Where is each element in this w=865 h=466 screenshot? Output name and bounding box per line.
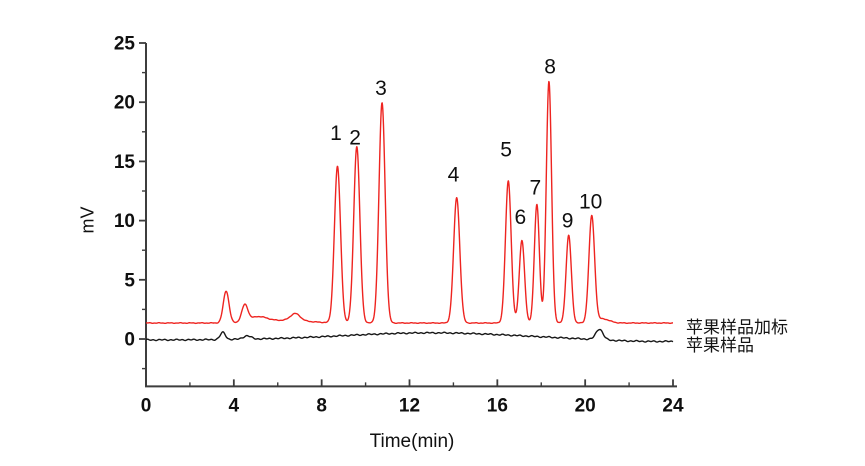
x-tick-label: 0: [141, 395, 152, 416]
y-tick-label: 20: [114, 93, 135, 114]
x-tick-label: 16: [487, 395, 508, 416]
sample-trace: [145, 328, 674, 343]
peak-label-9: 9: [562, 210, 574, 233]
legend-entry-sample: 苹果样品: [686, 336, 754, 355]
x-tick-label: 24: [662, 395, 684, 416]
y-tick-label: 25: [114, 34, 136, 55]
y-tick-label: 15: [114, 152, 136, 173]
x-tick-label: 12: [399, 395, 420, 416]
peak-label-1: 1: [330, 122, 342, 145]
trace-legend: 苹果样品加标 苹果样品: [686, 319, 788, 355]
peak-label-7: 7: [529, 176, 541, 199]
x-tick-label: 4: [229, 395, 240, 416]
legend-entry-spiked-sample: 苹果样品加标: [686, 318, 788, 337]
spiked-sample-trace: [145, 80, 674, 325]
y-axis-label: mV: [77, 206, 98, 234]
peak-label-3: 3: [375, 77, 387, 100]
x-tick-label: 8: [316, 395, 327, 416]
peak-label-4: 4: [448, 163, 460, 186]
peak-label-10: 10: [579, 191, 602, 214]
y-tick-label: 0: [124, 330, 135, 351]
x-axis-label: Time(min): [369, 431, 455, 452]
x-tick-label: 20: [575, 395, 596, 416]
peak-label-5: 5: [500, 139, 512, 162]
peak-label-6: 6: [515, 206, 527, 229]
y-tick-label: 5: [124, 270, 135, 291]
y-tick-label: 10: [114, 211, 135, 232]
peak-label-8: 8: [544, 56, 556, 79]
peak-label-2: 2: [349, 127, 361, 150]
